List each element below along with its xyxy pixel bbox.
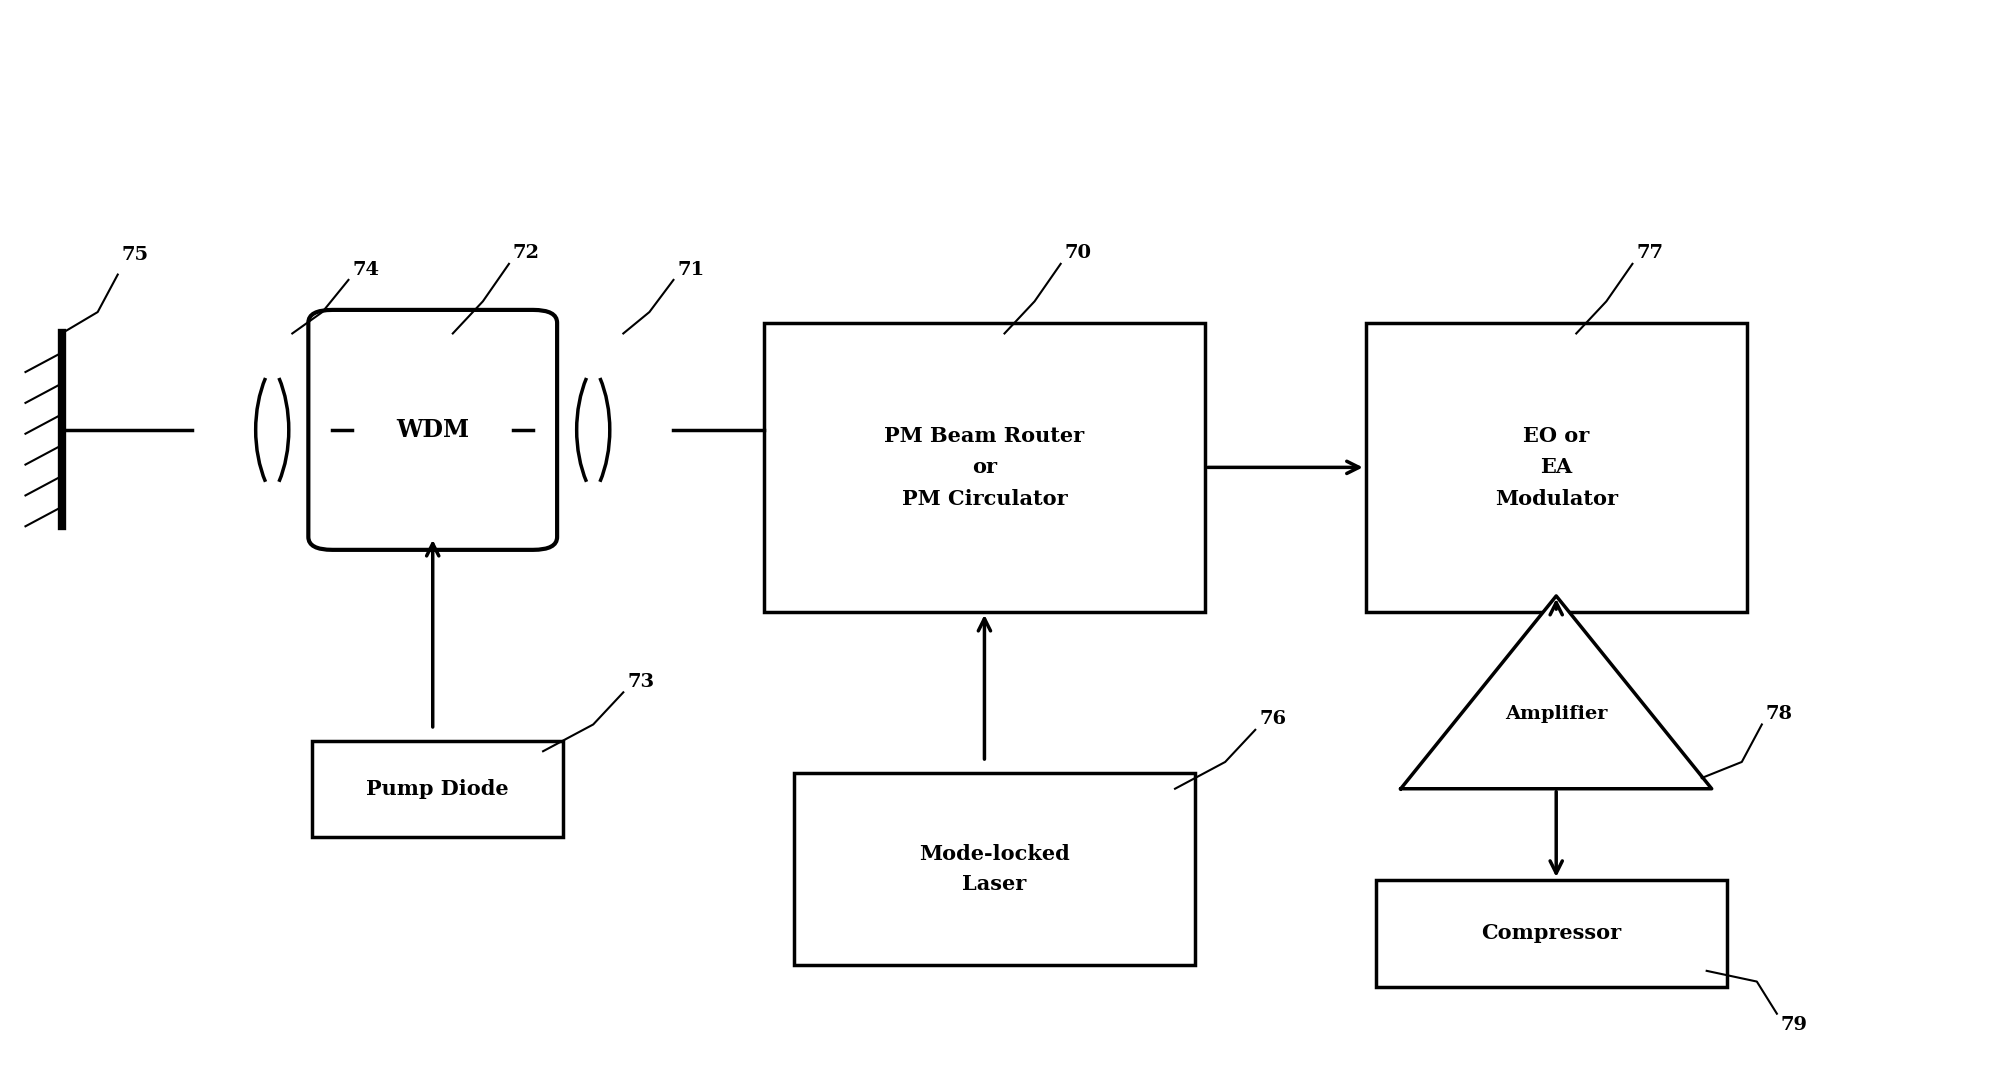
Text: EO or
EA
Modulator: EO or EA Modulator bbox=[1495, 426, 1617, 509]
Bar bbox=[1366, 323, 1746, 612]
Bar bbox=[794, 772, 1195, 966]
Bar bbox=[763, 323, 1205, 612]
Text: WDM: WDM bbox=[396, 418, 470, 441]
Text: 75: 75 bbox=[123, 246, 149, 264]
Polygon shape bbox=[1400, 596, 1712, 788]
Text: 71: 71 bbox=[677, 261, 705, 278]
Text: Compressor: Compressor bbox=[1481, 924, 1621, 943]
Text: 70: 70 bbox=[1065, 245, 1091, 262]
Text: 77: 77 bbox=[1637, 245, 1663, 262]
Text: PM Beam Router
or
PM Circulator: PM Beam Router or PM Circulator bbox=[884, 426, 1085, 509]
Text: Amplifier: Amplifier bbox=[1505, 705, 1607, 723]
Text: 78: 78 bbox=[1766, 706, 1792, 723]
Text: Mode-locked
Laser: Mode-locked Laser bbox=[918, 844, 1071, 894]
Text: 74: 74 bbox=[352, 261, 380, 278]
Text: 73: 73 bbox=[627, 673, 655, 691]
Bar bbox=[311, 741, 563, 837]
Text: 76: 76 bbox=[1260, 711, 1286, 728]
Text: Pump Diode: Pump Diode bbox=[366, 779, 508, 799]
Text: 79: 79 bbox=[1780, 1016, 1808, 1034]
Text: 72: 72 bbox=[512, 245, 540, 262]
FancyBboxPatch shape bbox=[307, 310, 556, 550]
Bar bbox=[1376, 880, 1728, 987]
